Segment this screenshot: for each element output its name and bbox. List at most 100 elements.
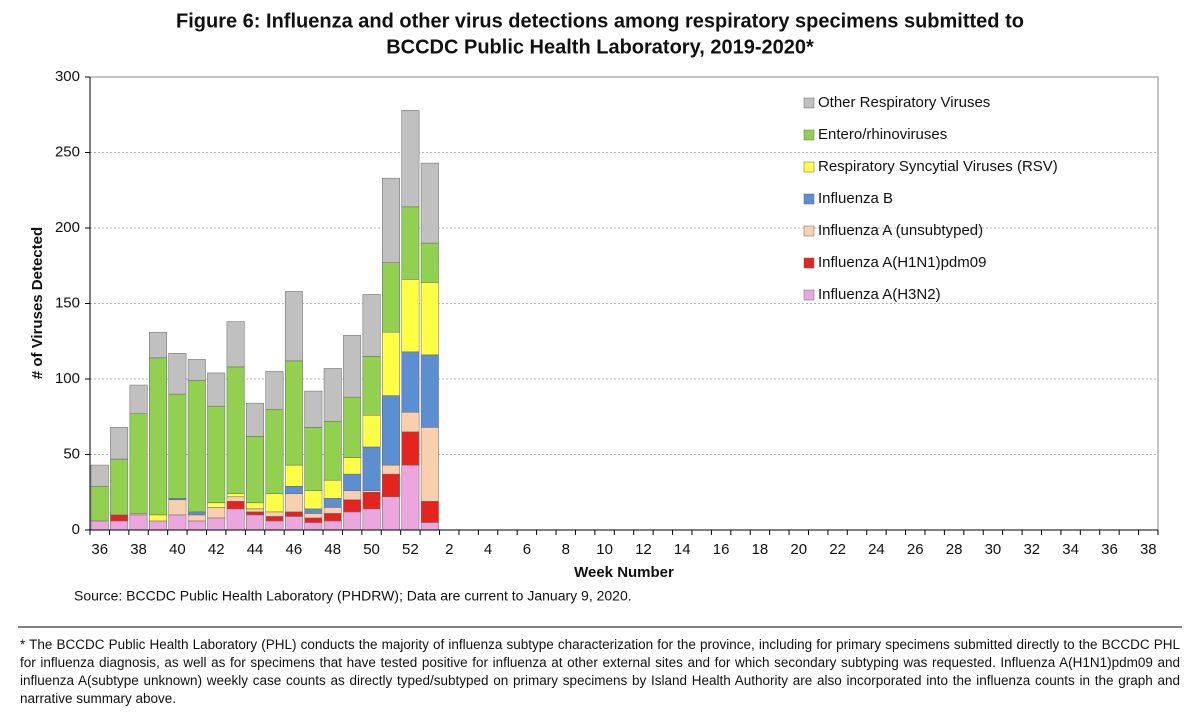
bar-segment (149, 520, 167, 531)
bar-segment (284, 516, 303, 531)
x-tick-label: 40 (169, 541, 186, 558)
bar-segment (226, 366, 245, 495)
bar-segment (149, 357, 167, 516)
bar-segment (401, 109, 420, 208)
x-tick-label: 38 (130, 541, 147, 558)
x-tick-label: 38 (1140, 541, 1157, 558)
bar-segment (226, 496, 245, 502)
bar-segment (343, 499, 362, 513)
bar-segment (168, 514, 187, 531)
x-tick-label: 24 (868, 541, 885, 558)
bar-segment (401, 279, 420, 353)
bar-segment (420, 282, 439, 356)
x-tick-label: 30 (985, 541, 1002, 558)
x-tick-label: 36 (1101, 541, 1118, 558)
bar-segment (420, 501, 439, 523)
bar-segment (90, 485, 109, 522)
chart-title: Figure 6: Influenza and other virus dete… (176, 10, 1024, 32)
x-tick-label: 34 (1062, 541, 1079, 558)
y-tick-label: 100 (55, 370, 80, 387)
bar-segment (382, 473, 400, 498)
bar-segment (265, 511, 284, 517)
bar-segment (362, 446, 381, 491)
y-tick-label: 50 (63, 445, 80, 462)
bar-segment (129, 384, 148, 414)
x-tick-label: 52 (402, 541, 419, 558)
bar-segment (304, 517, 323, 523)
bar-segment (401, 411, 420, 433)
bar-segment (284, 360, 303, 466)
bar-segment (382, 395, 400, 466)
bar-segment (226, 501, 245, 510)
bar-segment (187, 380, 206, 513)
y-axis-label: # of Viruses Detected (29, 227, 46, 379)
y-tick-label: 250 (55, 143, 80, 160)
bar-segment (246, 514, 265, 531)
x-tick-label: 20 (790, 541, 807, 558)
legend-swatch (803, 225, 815, 237)
bar-segment (382, 496, 400, 531)
x-tick-label: 26 (907, 541, 924, 558)
x-tick-label: 18 (752, 541, 769, 558)
bar-segment (90, 520, 109, 531)
x-tick-label: 46 (286, 541, 303, 558)
bar-segment (323, 520, 342, 531)
x-tick-label: 22 (829, 541, 846, 558)
chart-title: BCCDC Public Health Laboratory, 2019-202… (386, 36, 814, 58)
legend-label: Other Respiratory Viruses (818, 94, 990, 111)
legend-label: Respiratory Syncytial Viruses (RSV) (818, 158, 1058, 175)
x-tick-label: 36 (91, 541, 108, 558)
bar-segment (323, 421, 342, 481)
bar-segment (168, 499, 187, 516)
x-tick-label: 6 (523, 541, 531, 558)
y-tick-label: 300 (55, 68, 80, 85)
bar-segment (382, 177, 400, 263)
bar-segment (226, 508, 245, 531)
bar-segment (187, 511, 206, 516)
bar-segment (284, 485, 303, 495)
bar-segment (304, 522, 323, 531)
x-tick-label: 44 (247, 541, 264, 558)
bar-segment (382, 331, 400, 396)
x-tick-label: 28 (946, 541, 963, 558)
bar-segment (420, 427, 439, 502)
bar-segment (420, 242, 439, 283)
x-tick-label: 2 (445, 541, 453, 558)
x-tick-label: 48 (324, 541, 341, 558)
bar-segment (323, 368, 342, 422)
x-tick-label: 10 (596, 541, 613, 558)
bar-segment (207, 405, 226, 504)
bar-segment (401, 464, 420, 531)
bar-segment (304, 490, 323, 510)
bar-segment (265, 371, 284, 410)
bar-segment (207, 502, 226, 508)
legend-swatch (803, 289, 815, 301)
bar-segment (362, 356, 381, 416)
bar-segment (420, 162, 439, 244)
source: Source: BCCDC Public Health Laboratory (… (74, 588, 632, 604)
bar-segment (110, 520, 129, 531)
legend-swatch (803, 193, 815, 205)
bar-segment (304, 390, 323, 428)
bar-segment (110, 427, 129, 460)
legend-swatch (803, 257, 815, 269)
bar-segment (110, 458, 129, 516)
bar-segment (284, 511, 303, 517)
bar-segment (401, 206, 420, 280)
bar-segment (265, 493, 284, 513)
bar-segment (246, 508, 265, 513)
bar-segment (304, 427, 323, 491)
bar-segment (343, 334, 362, 398)
bar-segment (149, 331, 167, 359)
footnote: * The BCCDC Public Health Laboratory (PH… (20, 637, 1180, 706)
bar-segment (343, 511, 362, 531)
bar-segment (246, 436, 265, 504)
bar-segment (187, 514, 206, 522)
bar-segment (362, 508, 381, 531)
legend-swatch (803, 161, 815, 173)
bar-segment (168, 353, 187, 395)
bar-segment (129, 413, 148, 514)
bar-segment (246, 402, 265, 437)
bar-segment (362, 492, 381, 510)
bar-segment (304, 513, 323, 519)
